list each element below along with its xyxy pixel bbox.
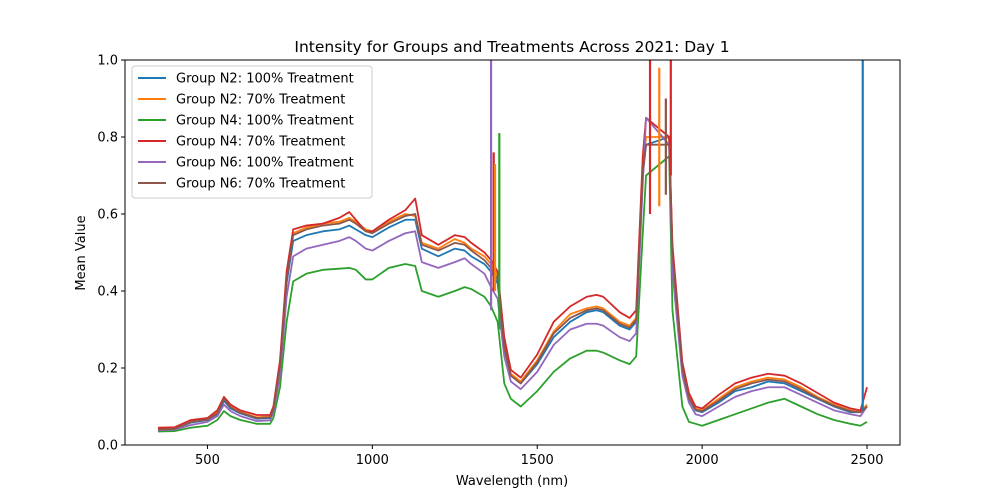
x-tick-label: 1500 <box>521 453 554 468</box>
legend-label: Group N4: 100% Treatment <box>176 114 354 129</box>
x-tick-label: 2000 <box>686 453 719 468</box>
y-tick-label: 0.6 <box>97 208 118 223</box>
legend-label: Group N2: 70% Treatment <box>176 93 345 108</box>
y-axis: 0.0 0.2 0.4 0.6 0.8 1.0 <box>97 54 125 454</box>
y-tick-label: 1.0 <box>97 54 118 69</box>
y-tick-label: 0.0 <box>97 439 118 454</box>
x-axis: 500 1000 1500 2000 2500 <box>195 445 884 468</box>
chart-title: Intensity for Groups and Treatments Acro… <box>294 38 729 56</box>
legend-label: Group N6: 100% Treatment <box>176 156 354 171</box>
series-layer <box>157 60 868 433</box>
series-line-3 <box>157 155 868 433</box>
y-tick-label: 0.2 <box>97 362 118 377</box>
y-tick-label: 0.4 <box>97 285 118 300</box>
x-tick-label: 500 <box>195 453 220 468</box>
x-tick-label: 2500 <box>850 453 883 468</box>
legend-label: Group N4: 70% Treatment <box>176 135 345 150</box>
x-axis-label: Wavelength (nm) <box>456 474 568 489</box>
plot-frame <box>124 59 901 446</box>
legend-label: Group N6: 70% Treatment <box>176 177 345 192</box>
series-line-6 <box>157 143 868 431</box>
y-tick-label: 0.8 <box>97 131 118 146</box>
legend-box <box>131 65 373 199</box>
x-tick-label: 1000 <box>356 453 389 468</box>
y-axis-label: Mean Value <box>74 215 89 290</box>
legend-label: Group N2: 100% Treatment <box>176 72 354 87</box>
legend: Group N2: 100% Treatment Group N2: 70% Tr… <box>131 65 373 199</box>
